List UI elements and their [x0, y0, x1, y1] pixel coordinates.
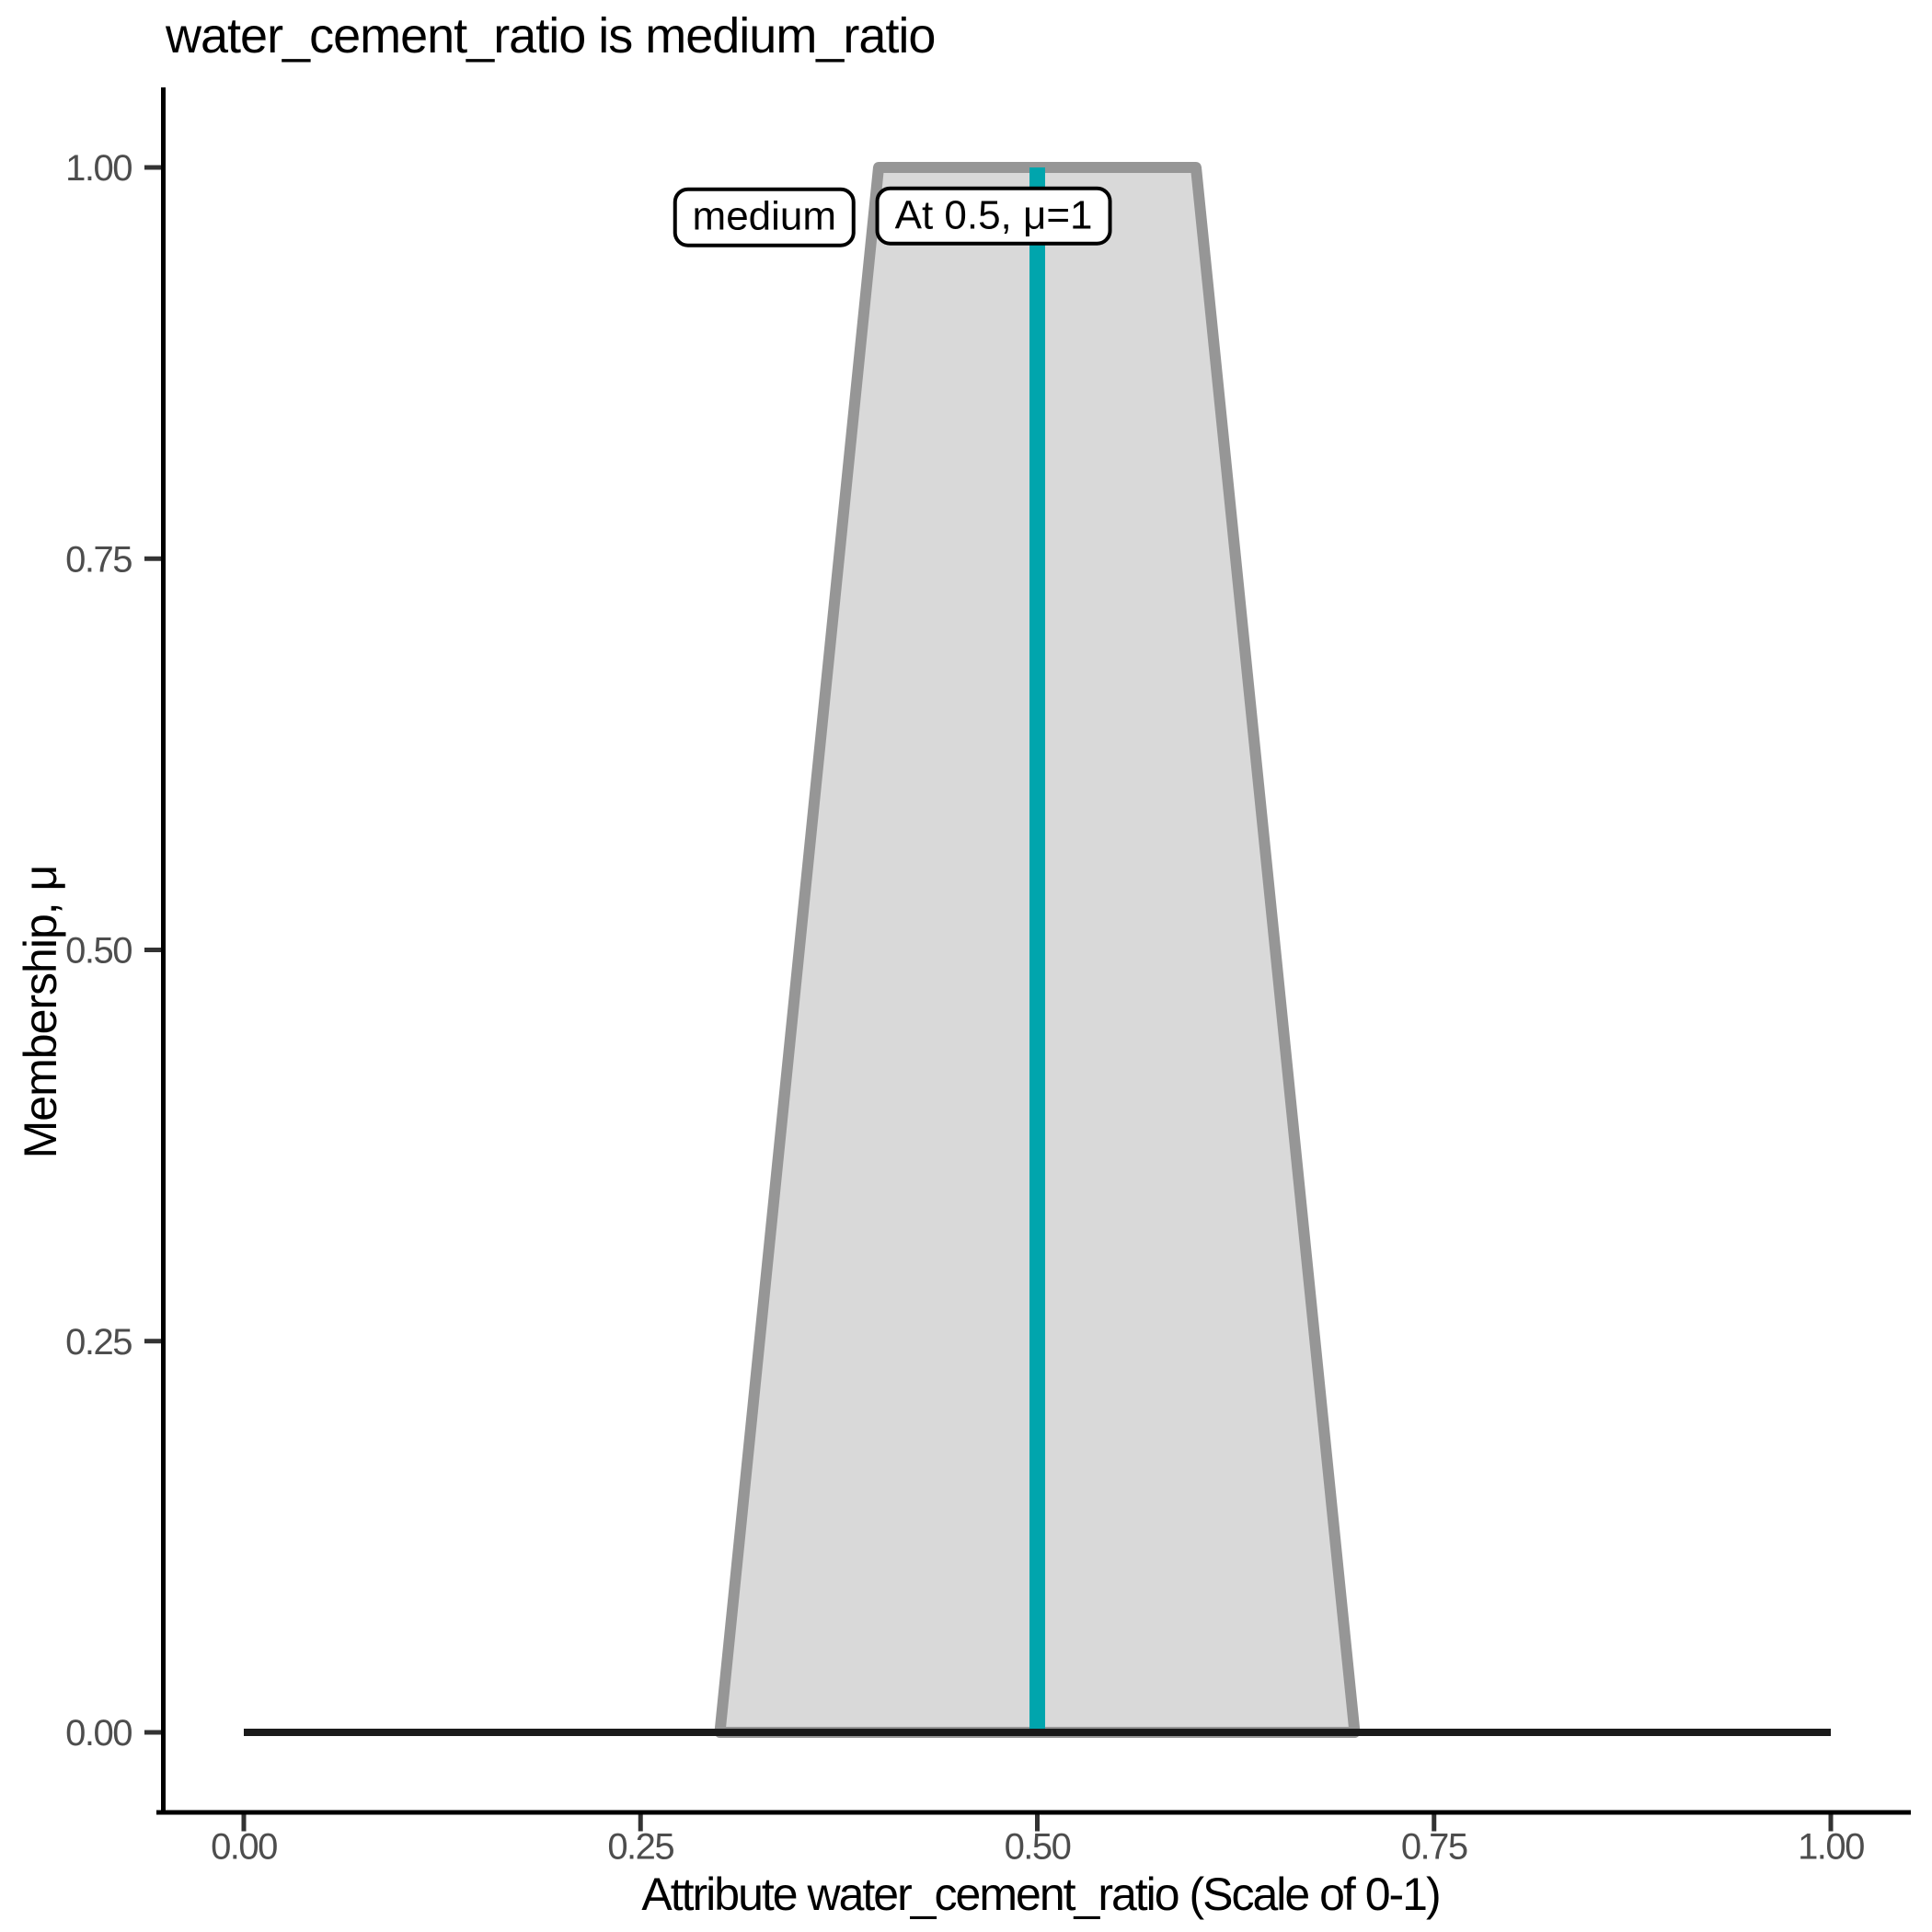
x-tick-label: 0.50 [1005, 1827, 1071, 1868]
y-tick-label: 1.00 [65, 148, 132, 189]
chart-title: water_cement_ratio is medium_ratio [166, 8, 936, 63]
x-tick-label: 1.00 [1798, 1827, 1864, 1868]
x-tick-label: 0.25 [607, 1827, 673, 1868]
x-axis-title: Attribute water_cement_ratio (Scale of 0… [641, 1869, 1441, 1920]
y-tick-label: 0.50 [65, 931, 132, 972]
y-tick-label: 0.00 [65, 1713, 132, 1754]
x-tick-label: 0.75 [1401, 1827, 1467, 1868]
x-tick-label: 0.00 [211, 1827, 277, 1868]
membership-value-label: At 0.5, μ=1 [875, 186, 1112, 247]
y-tick-label: 0.25 [65, 1322, 132, 1363]
set-name-label: medium [673, 188, 857, 247]
y-axis-title: Membership, μ [15, 865, 66, 1159]
y-tick-label: 0.75 [65, 539, 132, 580]
